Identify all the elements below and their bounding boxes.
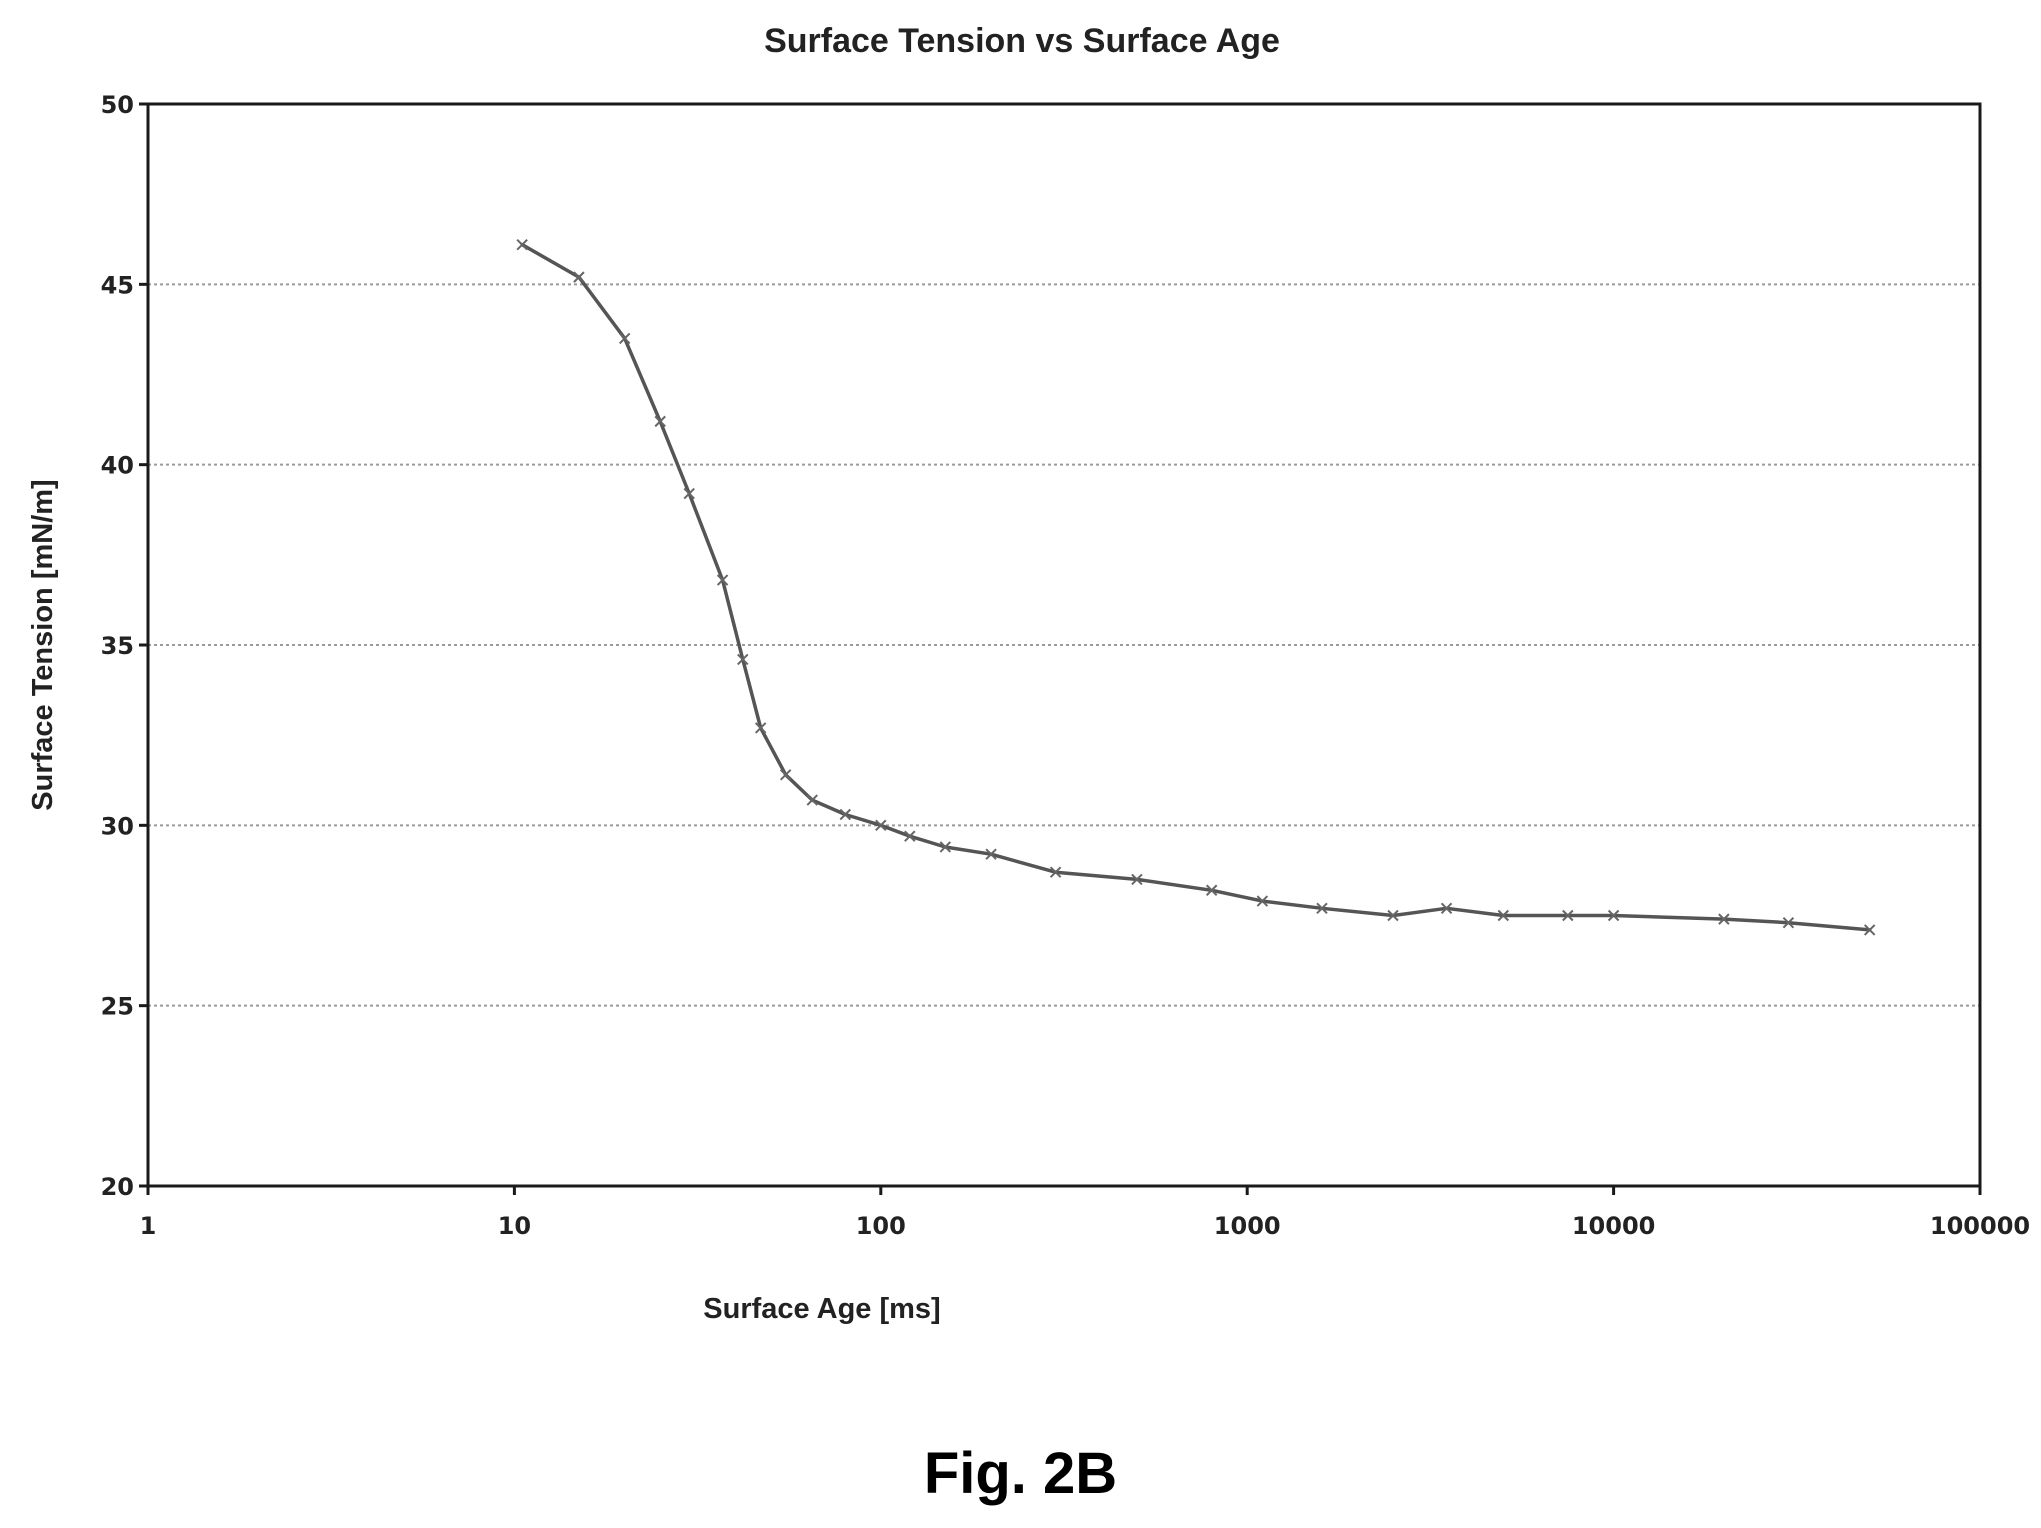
- data-point: [754, 722, 767, 734]
- x-tick-label: 1000: [1214, 1212, 1281, 1240]
- data-point: [1131, 873, 1143, 886]
- data-point: [1387, 909, 1399, 922]
- data-point: [985, 848, 997, 860]
- data-point: [618, 332, 631, 345]
- y-axis-label: Surface Tension [mN/m]: [27, 479, 59, 810]
- data-point: [1607, 909, 1620, 922]
- data-point: [1562, 909, 1574, 922]
- data-point: [1718, 913, 1730, 925]
- data-point: [806, 794, 818, 806]
- data-point: [1782, 917, 1795, 929]
- x-tick-label: 100: [856, 1212, 906, 1240]
- plot-area: [146, 102, 1982, 1188]
- data-point: [737, 653, 749, 666]
- x-tick-label: 1: [140, 1212, 157, 1240]
- data-point: [839, 808, 851, 821]
- data-point: [904, 830, 916, 842]
- data-point: [779, 769, 792, 781]
- y-tick-label: 20: [101, 1173, 134, 1201]
- data-point: [1205, 884, 1218, 896]
- y-tick-label: 30: [101, 812, 134, 840]
- chart-title: Surface Tension vs Surface Age: [764, 22, 1280, 60]
- data-point: [1049, 866, 1062, 878]
- data-point: [1440, 902, 1453, 914]
- y-axis-ticks: 20 25 30 35 40 45 50: [101, 91, 148, 1201]
- data-point: [1256, 895, 1269, 907]
- gridlines: [148, 283, 1980, 1007]
- data-point: [654, 415, 666, 428]
- data-point: [716, 574, 729, 586]
- data-point: [1863, 924, 1876, 936]
- data-point: [1497, 909, 1510, 922]
- y-tick-label: 40: [101, 452, 134, 480]
- x-tick-label: 10000: [1572, 1212, 1656, 1240]
- data-point: [683, 487, 695, 500]
- data-point: [939, 841, 952, 853]
- x-tick-label: 10: [498, 1212, 531, 1240]
- x-axis-ticks: 1 10 100 1000 10000 100000: [140, 1186, 2030, 1240]
- y-tick-label: 45: [101, 271, 134, 299]
- figure-caption: Fig. 2B: [923, 1441, 1118, 1506]
- series-line: [520, 242, 1872, 932]
- x-tick-label: 100000: [1930, 1212, 2030, 1240]
- data-point: [573, 271, 585, 283]
- y-tick-label: 25: [101, 993, 134, 1021]
- series-layer: [516, 238, 1876, 936]
- data-point: [516, 238, 528, 251]
- y-tick-label: 35: [101, 632, 134, 660]
- data-point: [1316, 902, 1328, 914]
- data-point: [875, 819, 887, 832]
- y-tick-label: 50: [101, 91, 134, 119]
- x-axis-label: Surface Age [ms]: [703, 1293, 940, 1325]
